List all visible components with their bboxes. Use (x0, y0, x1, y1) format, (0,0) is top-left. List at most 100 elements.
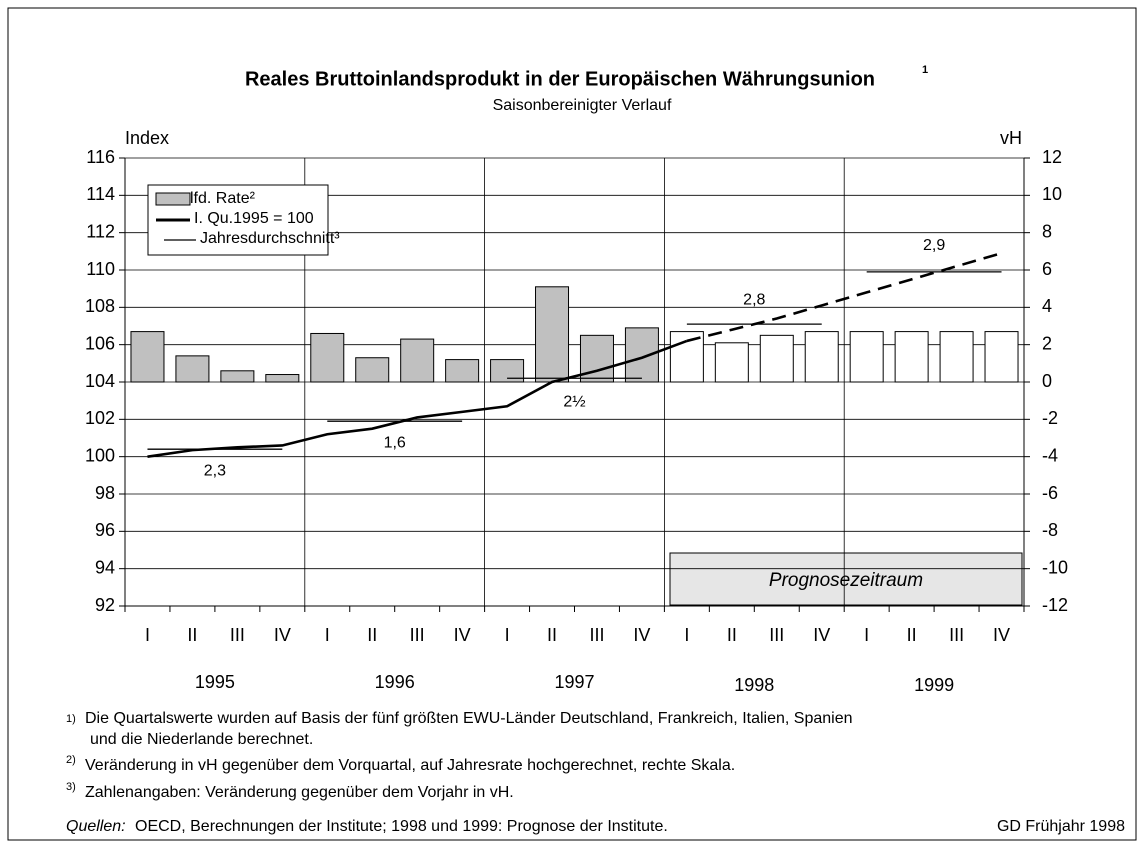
y-tick-label: 98 (95, 483, 115, 503)
bar (175, 355, 210, 383)
source-label: Quellen: (66, 818, 126, 835)
source: OECD, Berechnungen der Institute; 1998 u… (135, 818, 668, 835)
footnote: Veränderung in vH gegenüber dem Vorquart… (85, 757, 735, 774)
credit: GD Frühjahr 1998 (997, 818, 1125, 835)
year-label: 1995 (195, 672, 235, 692)
footnote-marker: 1) (66, 713, 76, 725)
y2-tick-label: -6 (1042, 483, 1058, 503)
y2-tick-label: 10 (1042, 184, 1062, 204)
bar (220, 370, 255, 383)
x-tick-label: III (949, 625, 964, 645)
y-tick-label: 96 (95, 520, 115, 540)
forecast-line (686, 251, 1002, 343)
y-tick-label: 108 (85, 296, 115, 316)
bar (624, 327, 659, 383)
y2-tick-label: 4 (1042, 296, 1052, 316)
x-tick-label: IV (993, 625, 1010, 645)
y-tick-label: 106 (85, 333, 115, 353)
footnote: und die Niederlande berechnet. (90, 731, 313, 748)
y2-tick-label: -8 (1042, 520, 1058, 540)
bar (445, 359, 480, 383)
bar (265, 374, 300, 383)
legend-swatch-bar (155, 192, 191, 206)
index-line (147, 339, 688, 458)
y-tick-label: 104 (85, 371, 115, 391)
y2-tick-label: 2 (1042, 333, 1052, 353)
x-tick-label: III (769, 625, 784, 645)
x-tick-label: II (187, 625, 197, 645)
annual-rate-label: 2,3 (204, 462, 226, 479)
annual-rate-label: 2½ (563, 393, 585, 410)
bar (894, 331, 929, 383)
annual-rate-label: 2,9 (923, 237, 945, 254)
y2-tick-label: 8 (1042, 221, 1052, 241)
y-axis-label: Index (125, 128, 169, 148)
y2-tick-label: -2 (1042, 408, 1058, 428)
x-tick-label: IV (633, 625, 650, 645)
bar (714, 342, 749, 383)
y2-tick-label: 6 (1042, 259, 1052, 279)
plot: 92949698100102104106108110112114116-12-1… (85, 147, 1068, 695)
x-tick-label: II (727, 625, 737, 645)
y2-tick-label: -12 (1042, 595, 1068, 615)
y2-tick-label: -10 (1042, 557, 1068, 577)
legend-label: I. Qu.1995 = 100 (194, 210, 314, 227)
x-tick-label: I (325, 625, 330, 645)
footnotes: 1) Die Quartalswerte wurden auf Basis de… (66, 710, 1125, 835)
forecast-label: Prognosezeitraum (769, 570, 923, 591)
annual-rate-label: 1,6 (384, 434, 406, 451)
bar (984, 331, 1019, 383)
frame (7, 7, 1137, 841)
x-tick-label: III (230, 625, 245, 645)
y-tick-label: 94 (95, 557, 115, 577)
y-tick-label: 110 (86, 259, 115, 279)
year-label: 1996 (375, 672, 415, 692)
y2-tick-label: 0 (1042, 371, 1052, 391)
bar (804, 331, 839, 383)
bar (535, 286, 570, 383)
x-tick-label: I (684, 625, 689, 645)
x-tick-label: IV (454, 625, 471, 645)
x-tick-label: I (145, 625, 150, 645)
bar (759, 334, 794, 383)
y-tick-label: 102 (85, 408, 115, 428)
x-tick-label: III (410, 625, 425, 645)
x-tick-label: II (547, 625, 557, 645)
legend-label: lfd. Rate² (190, 190, 256, 207)
footnote-marker: 2) (66, 754, 76, 766)
x-tick-label: II (367, 625, 377, 645)
x-tick-label: I (505, 625, 510, 645)
bar (310, 332, 345, 383)
title-note: 1 (922, 64, 928, 76)
legend-label: Jahresdurchschnitt³ (200, 230, 340, 247)
y2-tick-label: 12 (1042, 147, 1062, 167)
y-tick-label: 92 (95, 595, 115, 615)
year-label: 1999 (914, 675, 954, 695)
y-tick-label: 112 (86, 221, 115, 241)
subtitle: Saisonbereinigter Verlauf (493, 97, 672, 114)
x-tick-label: I (864, 625, 869, 645)
year-label: 1997 (554, 672, 594, 692)
bar (130, 331, 165, 383)
bar (849, 331, 884, 383)
bar (490, 359, 525, 383)
annual-rate-label: 2,8 (743, 291, 765, 308)
footnote: Die Quartalswerte wurden auf Basis der f… (85, 710, 853, 727)
x-tick-label: II (907, 625, 917, 645)
year-label: 1998 (734, 675, 774, 695)
x-tick-label: IV (813, 625, 830, 645)
y-tick-label: 114 (86, 184, 115, 204)
y2-tick-label: -4 (1042, 445, 1058, 465)
x-tick-label: IV (274, 625, 291, 645)
footnote-marker: 3) (66, 781, 76, 793)
y2-axis-label: vH (1000, 128, 1022, 148)
bar (355, 357, 390, 383)
y-tick-label: 116 (86, 147, 115, 167)
chart-title: Reales Bruttoinlandsprodukt in der Europ… (245, 68, 875, 90)
bar (400, 338, 435, 383)
y-tick-label: 100 (85, 445, 115, 465)
x-tick-label: III (589, 625, 604, 645)
bar (939, 331, 974, 383)
footnote: Zahlenangaben: Veränderung gegenüber dem… (85, 784, 514, 801)
